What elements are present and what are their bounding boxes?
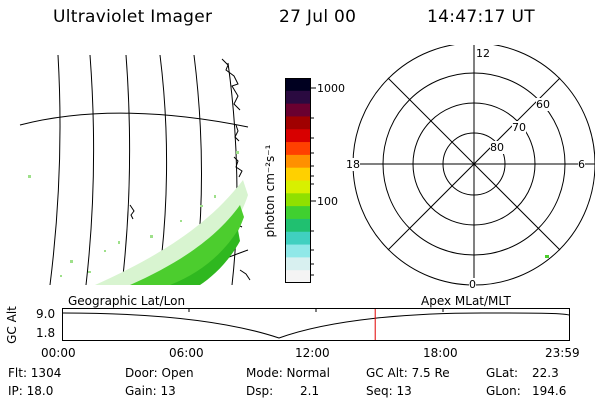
seq-label: Seq: 13 [366,384,412,398]
polar-caption: Apex MLat/MLT [421,294,511,308]
colorbar-band [285,142,311,156]
colorbar-band [285,78,311,92]
colorbar-tick-100: 100 [317,195,338,208]
colorbar-band [285,257,311,271]
glat-value: 22.3 [532,366,559,380]
mode-label: Mode: Normal [246,366,330,380]
time-tick-0000: 00:00 [41,346,76,360]
mlt-label-12: 12 [476,47,490,60]
gain-label: Gain: 13 [125,384,176,398]
orbit-ticks [188,308,444,312]
door-label: Door: Open [125,366,194,380]
colorbar-unit-label: photon cm⁻²s⁻¹ [263,144,277,238]
time-tick-1200: 12:00 [295,346,330,360]
meridian-lines [49,54,238,285]
colorbar-band [285,129,311,143]
aurora-band [28,151,248,285]
colorbar-border [285,78,311,283]
glon-label: GLon: [486,384,521,398]
colorbar-band [285,206,311,220]
time-tick-1800: 18:00 [423,346,458,360]
glon-value: 194.6 [532,384,567,398]
flt-label: Flt: 1304 [8,366,62,380]
colorbar-band [285,218,311,233]
polar-plot [352,45,595,286]
mlt-label-18: 18 [346,158,360,171]
colorbar-axis [311,87,316,276]
date-label: 27 Jul 00 [279,7,357,27]
colorbar-band [285,103,311,117]
mlt-label-6: 6 [578,158,585,171]
colorbar-band [285,270,311,284]
colorbar [285,78,311,284]
polar-aurora-point [545,255,549,258]
time-tick-2359: 23:59 [545,346,580,360]
colorbar-band [285,231,311,246]
geographic-caption: Geographic Lat/Lon [68,294,186,308]
geographic-map [19,54,251,285]
colorbar-band [285,180,311,194]
orbit-plot [62,308,570,341]
colorbar-band [285,116,311,130]
ip-label: IP: 18.0 [8,384,54,398]
time-label: 14:47:17 UT [427,7,535,27]
orbit-altitude-curve [62,312,570,339]
time-tick-0600: 06:00 [169,346,204,360]
colorbar-band [285,167,311,181]
instrument-title: Ultraviolet Imager [53,7,213,27]
colorbar-tick-1000: 1000 [317,82,345,95]
colorbar-band [285,244,311,258]
orbit-ymin: 1.8 [36,326,56,340]
gcalt-label: GC Alt: 7.5 Re [366,366,450,380]
polar-diagonal-2 [387,77,561,251]
colorbar-band [285,193,311,207]
lat-label-60: 60 [536,98,550,111]
orbit-ymax: 9.0 [36,307,56,321]
mlt-label-0: 0 [469,278,476,291]
lat-label-70: 70 [512,121,526,134]
lat-label-80: 80 [490,141,504,154]
colorbar-gradient [285,78,311,284]
glat-label: GLat: [486,366,519,380]
colorbar-band [285,154,311,169]
colorbar-band [285,90,311,105]
orbit-ylabel: GC Alt [5,306,19,344]
dsp-value: 2.1 [300,384,320,398]
dsp-label: Dsp: [246,384,274,398]
